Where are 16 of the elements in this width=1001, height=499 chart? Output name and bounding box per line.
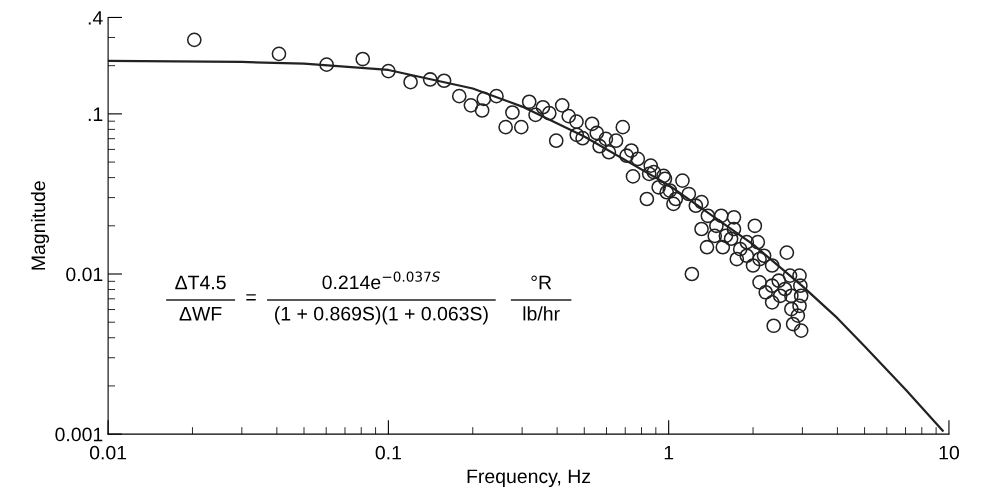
annotation: lb/hr [523,306,560,321]
annotation: ΔT4.5 [175,275,226,290]
y-axis-title: Magnitude [30,181,50,270]
x-axis-title: Frequency, Hz [467,469,591,488]
annotation: 0.214e$^{−0.037S}$ [322,271,440,290]
y-tick-label: 0.01 [66,267,103,282]
x-tick-label: 0.1 [375,445,401,460]
y-tick-label: .1 [88,107,103,121]
x-tick-label: 1 [664,445,674,460]
annotation: ΔWF [179,307,222,321]
y-tick-label: 0.001 [55,427,103,442]
annotation: (1 + 0.869S)(1 + 0.063S) [275,306,488,325]
annotation: = [246,294,256,301]
y-tick-label: .4 [88,11,103,25]
annotation: °R [531,275,552,290]
x-tick-label: 10 [939,445,959,460]
